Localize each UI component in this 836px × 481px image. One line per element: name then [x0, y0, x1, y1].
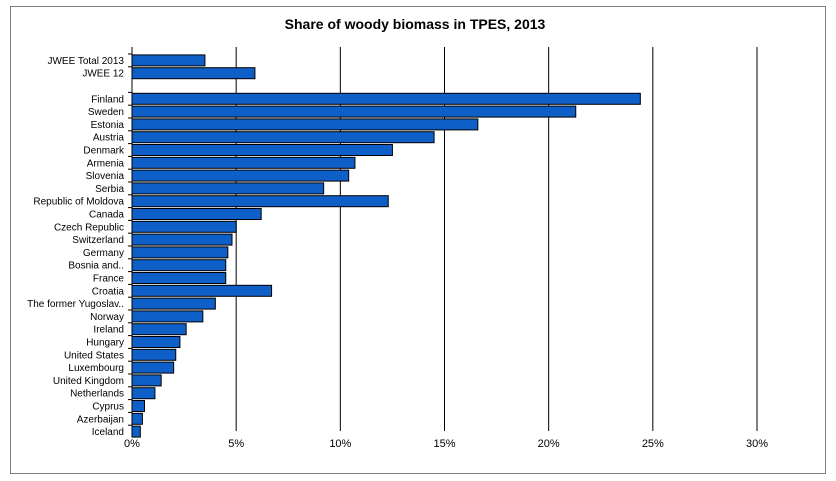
- bars: [131, 54, 641, 438]
- category-label: Hungary: [86, 338, 124, 349]
- category-label: The former Yugoslav..: [27, 299, 124, 310]
- category-label: Netherlands: [70, 389, 124, 400]
- category-label: Cyprus: [92, 402, 124, 413]
- bar: [131, 67, 256, 80]
- category-label: Finland: [91, 94, 124, 105]
- category-label: Bosnia and..: [68, 261, 124, 272]
- bar: [131, 387, 156, 400]
- category-label: Luxembourg: [68, 363, 124, 374]
- category-label: Sweden: [88, 107, 124, 118]
- bar: [131, 323, 187, 336]
- chart-frame: Share of woody biomass in TPES, 2013 0% 5…: [10, 6, 826, 474]
- bar: [131, 412, 143, 425]
- category-label: Denmark: [83, 146, 125, 157]
- x-tick-label: 25%: [642, 438, 664, 450]
- x-tick-label: 20%: [538, 438, 560, 450]
- bar: [131, 220, 237, 233]
- bar: [131, 131, 435, 144]
- bar: [131, 195, 389, 208]
- x-tick-label: 5%: [228, 438, 244, 450]
- bar: [131, 284, 273, 297]
- category-label: Slovenia: [86, 171, 125, 182]
- bar: [131, 144, 393, 156]
- category-label: United Kingdom: [53, 376, 124, 387]
- bar: [131, 259, 227, 272]
- bar: [131, 297, 216, 310]
- bar: [131, 336, 181, 348]
- category-label: Ireland: [93, 325, 124, 336]
- bar: [131, 118, 479, 131]
- category-label: Iceland: [92, 427, 124, 438]
- x-tick-label: 30%: [746, 438, 768, 450]
- bar: [131, 208, 262, 220]
- category-label: France: [93, 274, 125, 285]
- category-labels: JWEE Total 2013 JWEE 12 Finland Sweden Eston…: [27, 56, 125, 438]
- bar: [131, 246, 229, 259]
- category-label: Czech Republic: [54, 222, 124, 233]
- category-label: Azerbaijan: [77, 414, 124, 425]
- bar: [131, 182, 325, 195]
- axes: 0% 5% 10% 15% 20% 25% 30%: [124, 47, 768, 450]
- x-tick-label: 15%: [433, 438, 455, 450]
- category-label: JWEE 12: [82, 69, 124, 80]
- category-label: Switzerland: [72, 235, 124, 246]
- bar: [131, 233, 233, 246]
- category-label: Croatia: [92, 286, 125, 297]
- bar: [131, 54, 206, 67]
- chart-title: Share of woody biomass in TPES, 2013: [285, 16, 546, 32]
- category-label: Republic of Moldova: [33, 197, 124, 208]
- category-label: Estonia: [91, 120, 125, 131]
- category-label: United States: [64, 350, 124, 361]
- category-label: Armenia: [87, 158, 125, 169]
- bar: [131, 105, 577, 118]
- bar: [131, 310, 204, 323]
- bar: [131, 400, 145, 412]
- bar: [131, 348, 177, 361]
- bar: [131, 272, 227, 284]
- bar-chart: Share of woody biomass in TPES, 2013 0% 5…: [27, 16, 768, 450]
- category-label: Norway: [90, 312, 124, 323]
- category-label: JWEE Total 2013: [47, 56, 124, 67]
- category-label: Germany: [83, 248, 124, 259]
- bar: [131, 156, 356, 169]
- x-tick-label: 10%: [329, 438, 351, 450]
- bar: [131, 374, 162, 387]
- bar: [131, 169, 350, 182]
- category-label: Austria: [93, 133, 125, 144]
- category-label: Canada: [89, 210, 124, 221]
- category-label: Serbia: [95, 184, 124, 195]
- bar: [131, 425, 141, 438]
- x-tick-label: 0%: [124, 438, 140, 450]
- bar: [131, 361, 175, 374]
- bar: [131, 92, 641, 105]
